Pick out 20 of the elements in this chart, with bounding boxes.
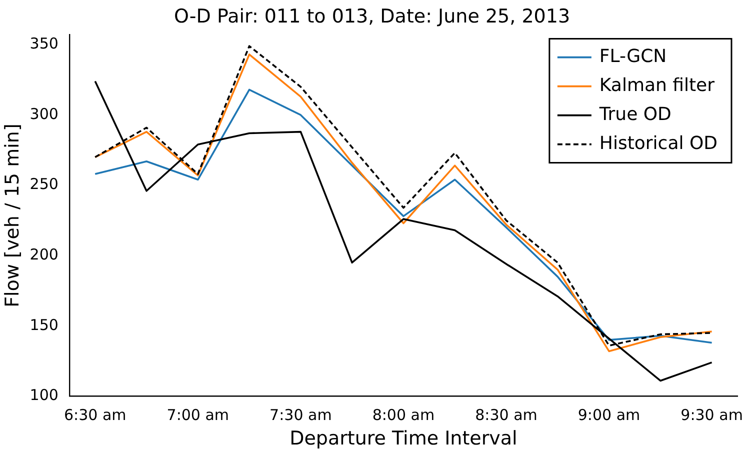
y-tick-label: 350 [30, 34, 58, 53]
y-tick-label: 300 [30, 104, 58, 123]
y-tick-label: 100 [30, 386, 58, 404]
x-tick-label: 7:30 am [270, 406, 332, 424]
x-tick-label: 9:00 am [578, 406, 640, 424]
x-tick-label: 6:30 am [64, 406, 126, 424]
legend-label: True OD [598, 104, 672, 125]
legend-label: Historical OD [599, 132, 718, 154]
y-tick-label: 200 [30, 245, 58, 264]
x-tick-label: 9:30 am [680, 406, 743, 424]
x-tick-label: 7:00 am [166, 406, 230, 424]
legend-label: FL-GCN [599, 46, 667, 67]
chart-title: O-D Pair: 011 to 013, Date: June 25, 2013 [174, 5, 570, 28]
x-axis-title: Departure Time Interval [290, 428, 518, 450]
x-tick-label: 8:00 am [372, 406, 435, 424]
y-tick-label: 150 [30, 316, 58, 334]
y-tick-label: 250 [30, 175, 58, 194]
legend-label: Kalman filter [599, 74, 716, 96]
y-axis-title: Flow [veh / 15 min] [1, 124, 24, 308]
x-tick-label: 8:30 am [475, 406, 538, 424]
